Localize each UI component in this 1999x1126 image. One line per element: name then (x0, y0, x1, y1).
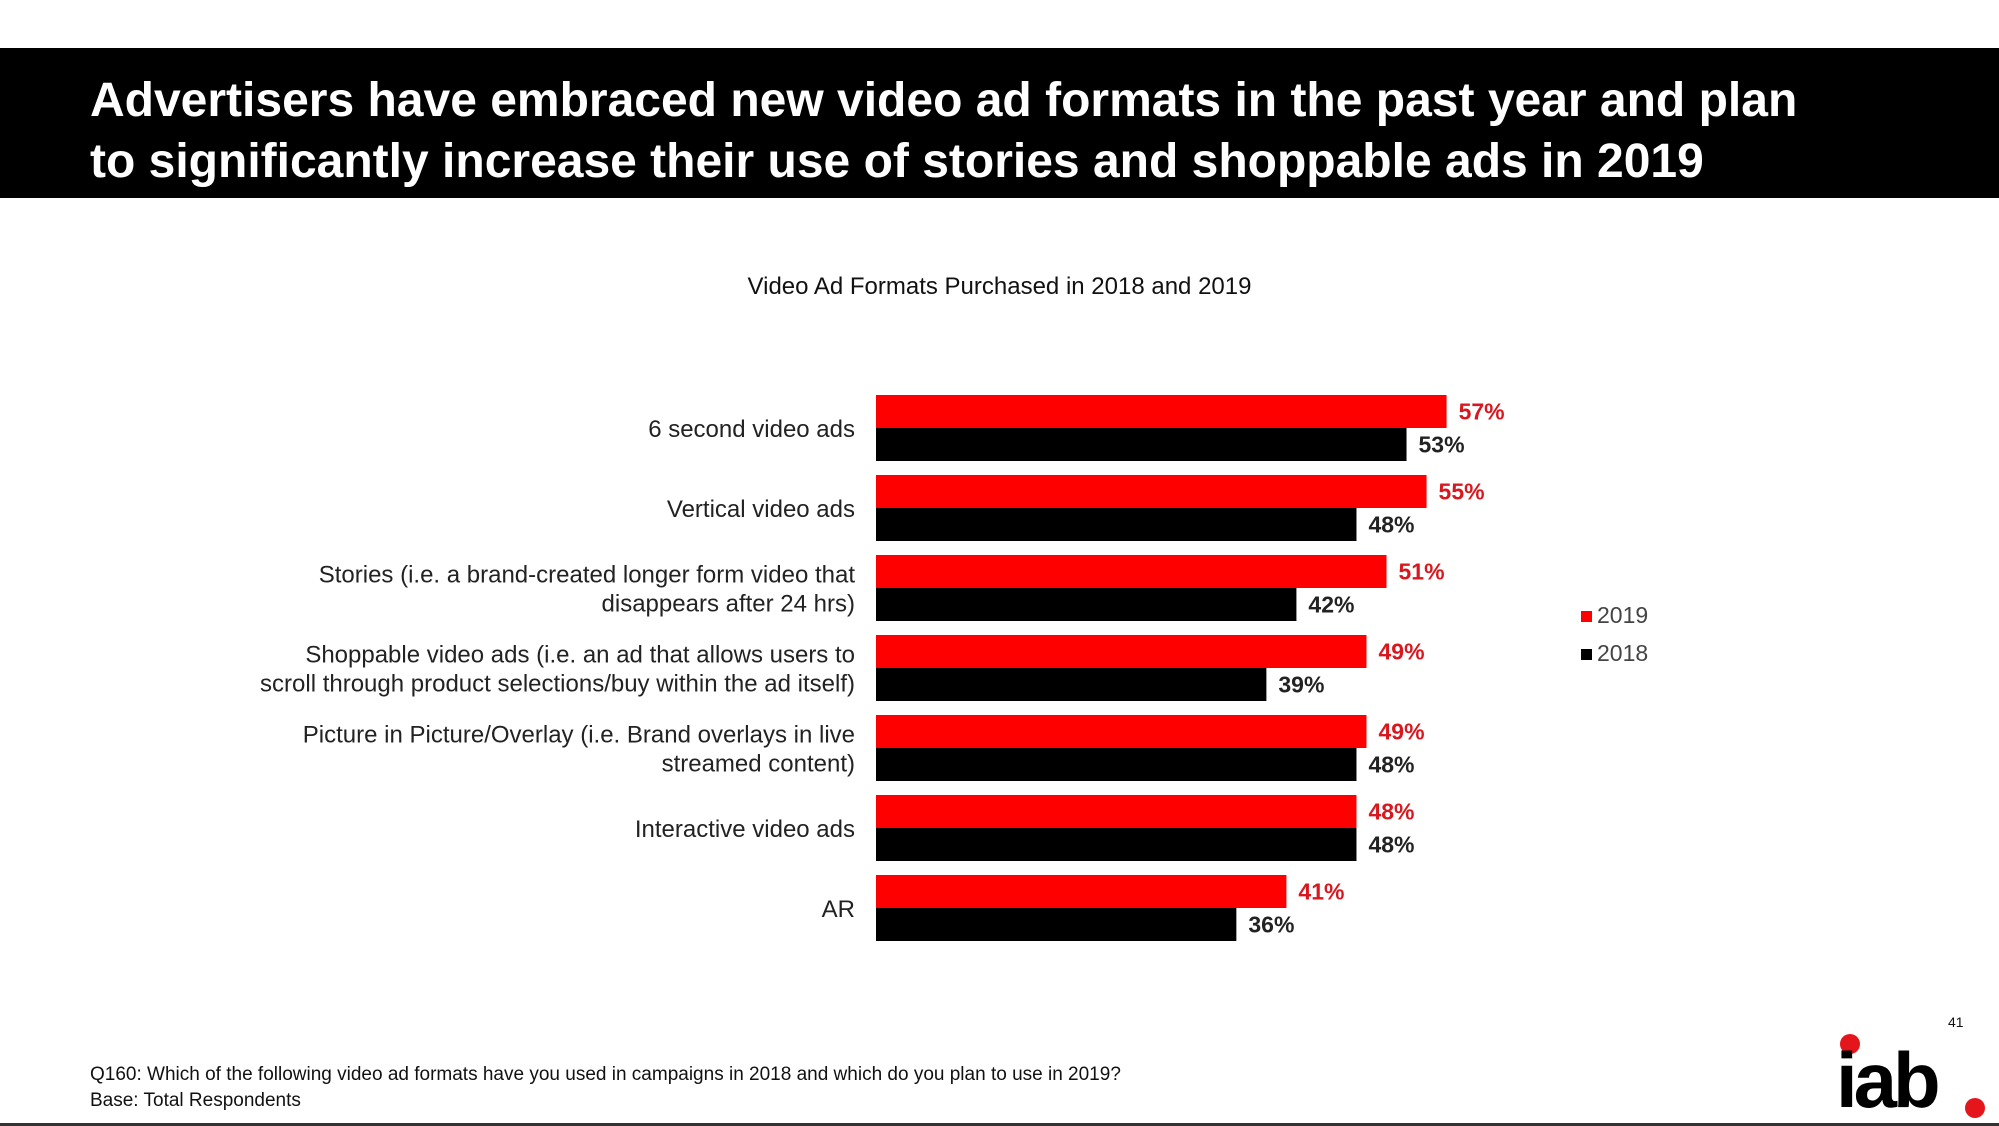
legend-swatch-2018 (1581, 649, 1592, 660)
logo-dot-top (1840, 1034, 1860, 1054)
footnote: Q160: Which of the following video ad fo… (90, 1062, 1121, 1114)
category-label: disappears after 24 hrs) (602, 591, 855, 618)
category-label: Stories (i.e. a brand-created longer for… (319, 562, 856, 589)
category-label: scroll through product selections/buy wi… (260, 671, 855, 698)
data-label-2018: 53% (1419, 432, 1465, 458)
bar-2018 (876, 668, 1267, 701)
category-label: 6 second video ads (648, 416, 855, 443)
data-label-2018: 48% (1368, 512, 1414, 538)
data-label-2018: 48% (1368, 752, 1414, 778)
data-label-2019: 57% (1459, 399, 1505, 425)
page-title-line-2: to significantly increase their use of s… (90, 135, 1704, 188)
data-label-2018: 39% (1278, 672, 1324, 698)
data-label-2019: 55% (1439, 479, 1485, 505)
chart-title: Video Ad Formats Purchased in 2018 and 2… (747, 273, 1252, 300)
bar-2018 (876, 908, 1237, 941)
category-label: Interactive video ads (635, 816, 855, 843)
bar-2018 (876, 828, 1357, 861)
data-label-2019: 51% (1399, 559, 1445, 585)
logo-dot-end (1965, 1098, 1985, 1118)
category-label: AR (822, 896, 855, 923)
bar-2019 (876, 875, 1287, 908)
bar-2018 (876, 588, 1297, 621)
data-label-2018: 48% (1368, 832, 1414, 858)
data-label-2019: 48% (1368, 799, 1414, 825)
bar-2019 (876, 795, 1357, 828)
category-label: Picture in Picture/Overlay (i.e. Brand o… (303, 722, 855, 749)
iab-logo: iab (1836, 1030, 1986, 1120)
page-number: 41 (1948, 1014, 1964, 1030)
page-title: Advertisers have embraced new video ad f… (90, 70, 1970, 192)
legend-label-2018: 2018 (1597, 640, 1648, 666)
legend-swatch-2019 (1581, 611, 1592, 622)
footnote-base: Base: Total Respondents (90, 1090, 301, 1111)
header-banner: Advertisers have embraced new video ad f… (0, 48, 1999, 198)
data-label-2018: 36% (1248, 912, 1294, 938)
bar-2018 (876, 428, 1407, 461)
legend-label-2019: 2019 (1597, 602, 1648, 628)
category-label: Vertical video ads (667, 496, 855, 523)
data-label-2019: 49% (1378, 639, 1424, 665)
bar-2019 (876, 475, 1427, 508)
data-label-2019: 49% (1378, 719, 1424, 745)
bar-2019 (876, 635, 1367, 668)
bar-2019 (876, 715, 1367, 748)
page-title-line-1: Advertisers have embraced new video ad f… (90, 74, 1798, 127)
category-label: streamed content) (662, 751, 855, 778)
bottom-rule (0, 1123, 1999, 1126)
footnote-question: Q160: Which of the following video ad fo… (90, 1064, 1121, 1085)
bar-2018 (876, 508, 1357, 541)
bar-2019 (876, 395, 1447, 428)
data-label-2019: 41% (1298, 879, 1344, 905)
bar-2019 (876, 555, 1387, 588)
category-label: Shoppable video ads (i.e. an ad that all… (305, 642, 855, 669)
bar-2018 (876, 748, 1357, 781)
logo-text: iab (1836, 1036, 1941, 1124)
data-label-2018: 42% (1308, 592, 1354, 618)
